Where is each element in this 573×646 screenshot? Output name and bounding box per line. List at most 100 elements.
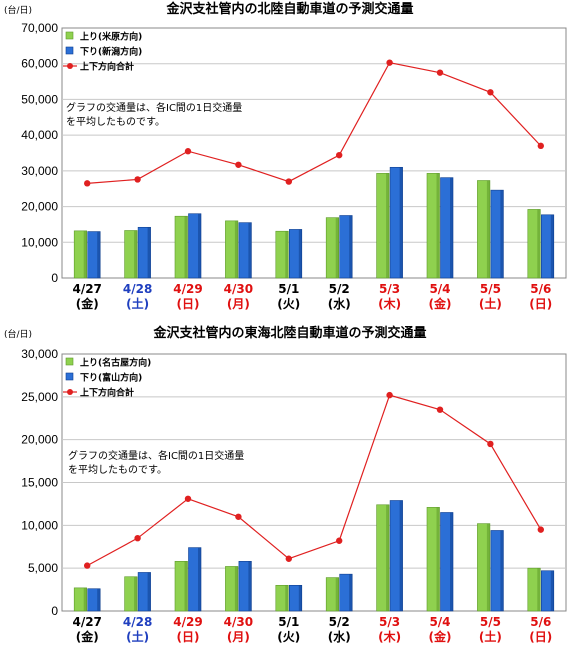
- plot-frame: [61, 27, 567, 279]
- y-tick-label: 5,000: [28, 561, 58, 575]
- legend-label: 上下方向合計: [80, 61, 134, 73]
- x-day-label: (火): [277, 630, 300, 644]
- x-date-label: 4/27: [72, 282, 101, 296]
- plot-area: 0 5,000 10,000 15,000 20,000 25,000 30,000 4/27…: [21, 347, 567, 644]
- x-day-label: (土): [479, 629, 502, 644]
- legend-swatch: [65, 372, 74, 381]
- total-point: [336, 537, 343, 544]
- bar-shade: [83, 587, 87, 611]
- x-date-label: 5/3: [379, 615, 400, 629]
- x-date-label: 4/29: [173, 282, 202, 296]
- legend-swatch: [65, 31, 74, 40]
- total-line: [87, 61, 542, 184]
- bar-shade: [184, 216, 188, 278]
- legend-label: 下り(新潟方向): [80, 46, 142, 58]
- chart-title: 金沢支社管内の東海北陸自動車道の予測交通量: [152, 325, 426, 341]
- total-point: [537, 526, 544, 533]
- bar-shade: [500, 190, 504, 278]
- total-point: [436, 406, 444, 413]
- bar-shade: [248, 561, 252, 611]
- bar-shade: [386, 504, 390, 611]
- total-point: [84, 180, 91, 187]
- y-tick-label: 50,000: [21, 92, 58, 106]
- total-point: [235, 161, 242, 168]
- total-point: [184, 148, 192, 155]
- bar-shade: [450, 177, 453, 278]
- x-date-label: 4/29: [173, 615, 202, 629]
- total-point: [134, 176, 141, 183]
- x-date-label: 5/5: [480, 282, 501, 296]
- x-day-label: (月): [227, 630, 250, 644]
- bar-shade: [234, 566, 238, 611]
- bar-shade: [335, 217, 339, 278]
- x-day-label: (金): [76, 629, 99, 644]
- x-date-label: 5/2: [329, 615, 350, 629]
- y-tick-label: 60,000: [21, 57, 58, 71]
- x-day-label: (金): [429, 629, 452, 644]
- y-tick-label: 0: [51, 604, 58, 618]
- bar-shade: [486, 523, 490, 611]
- note-text: グラフの交通量は、各IC間の1日交通量: [66, 101, 242, 114]
- y-tick-label: 10,000: [21, 518, 58, 532]
- bar-shade: [349, 574, 353, 611]
- legend-swatch: [65, 357, 74, 366]
- bar-shade: [500, 530, 504, 611]
- total-point: [487, 440, 494, 448]
- x-day-label: (日): [177, 297, 200, 311]
- y-tick-label: 30,000: [21, 347, 58, 361]
- x-day-label: (水): [328, 296, 351, 311]
- x-date-label: 5/1: [278, 615, 299, 629]
- bar-shade: [97, 231, 101, 278]
- y-tick-label: 0: [51, 271, 58, 285]
- x-date-label: 4/30: [224, 615, 253, 629]
- y-tick-label: 70,000: [21, 21, 58, 35]
- bar-shade: [97, 588, 101, 611]
- bar-shade: [537, 209, 541, 278]
- x-day-label: (日): [529, 630, 552, 644]
- plot-area: 0 10,000 20,000 30,000 40,000 50,000 60,000 70,…: [21, 21, 567, 311]
- x-day-label: (火): [277, 297, 300, 311]
- x-date-label: 5/5: [480, 615, 501, 629]
- bar-shade: [349, 215, 353, 278]
- x-date-label: 4/28: [123, 282, 152, 296]
- y-tick-label: 25,000: [21, 390, 58, 404]
- legend-label: 上下方向合計: [80, 387, 134, 399]
- x-date-label: 5/1: [278, 282, 299, 296]
- bar-shade: [285, 585, 289, 611]
- note-text: グラフの交通量は、各IC間の1日交通量: [68, 449, 244, 462]
- y-tick-label: 30,000: [21, 164, 58, 178]
- y-tick-label: 40,000: [21, 128, 58, 142]
- x-day-label: (土): [126, 629, 149, 644]
- unit-label: (台/日): [4, 328, 32, 340]
- x-date-label: 5/4: [429, 282, 450, 296]
- x-day-label: (水): [328, 629, 351, 644]
- bar-shade: [298, 229, 302, 278]
- bar-shade: [147, 227, 151, 278]
- chart-title: 金沢支社管内の北陸自動車道の予測交通量: [165, 1, 413, 17]
- bar-shade: [399, 500, 403, 611]
- bar-shade: [335, 577, 339, 611]
- bar-shade: [298, 585, 302, 611]
- x-day-label: (月): [227, 297, 250, 311]
- y-tick-label: 10,000: [21, 235, 58, 249]
- chart-hokuriku-svg: 金沢支社管内の北陸自動車道の予測交通量 (台/日) 0 10,000 20,000 3…: [4, 1, 567, 311]
- y-tick-label: 15,000: [21, 476, 58, 490]
- x-day-label: (木): [378, 296, 401, 311]
- x-date-label: 4/27: [72, 615, 101, 629]
- x-date-label: 5/2: [329, 282, 350, 296]
- total-point: [386, 391, 393, 399]
- bar-shade: [198, 213, 201, 278]
- bar-shade: [486, 180, 490, 278]
- total-point: [184, 495, 192, 502]
- y-tick-label: 20,000: [21, 433, 58, 447]
- x-date-label: 5/6: [530, 282, 551, 296]
- total-point: [537, 142, 544, 150]
- total-point: [285, 555, 292, 562]
- x-day-label: (木): [378, 629, 401, 644]
- unit-label: (台/日): [4, 4, 32, 16]
- bar-shade: [450, 512, 453, 611]
- legend-swatch: [65, 46, 74, 55]
- legend-label: 下り(富山方向): [80, 372, 142, 384]
- x-day-label: (日): [177, 630, 200, 644]
- total-point: [235, 513, 242, 520]
